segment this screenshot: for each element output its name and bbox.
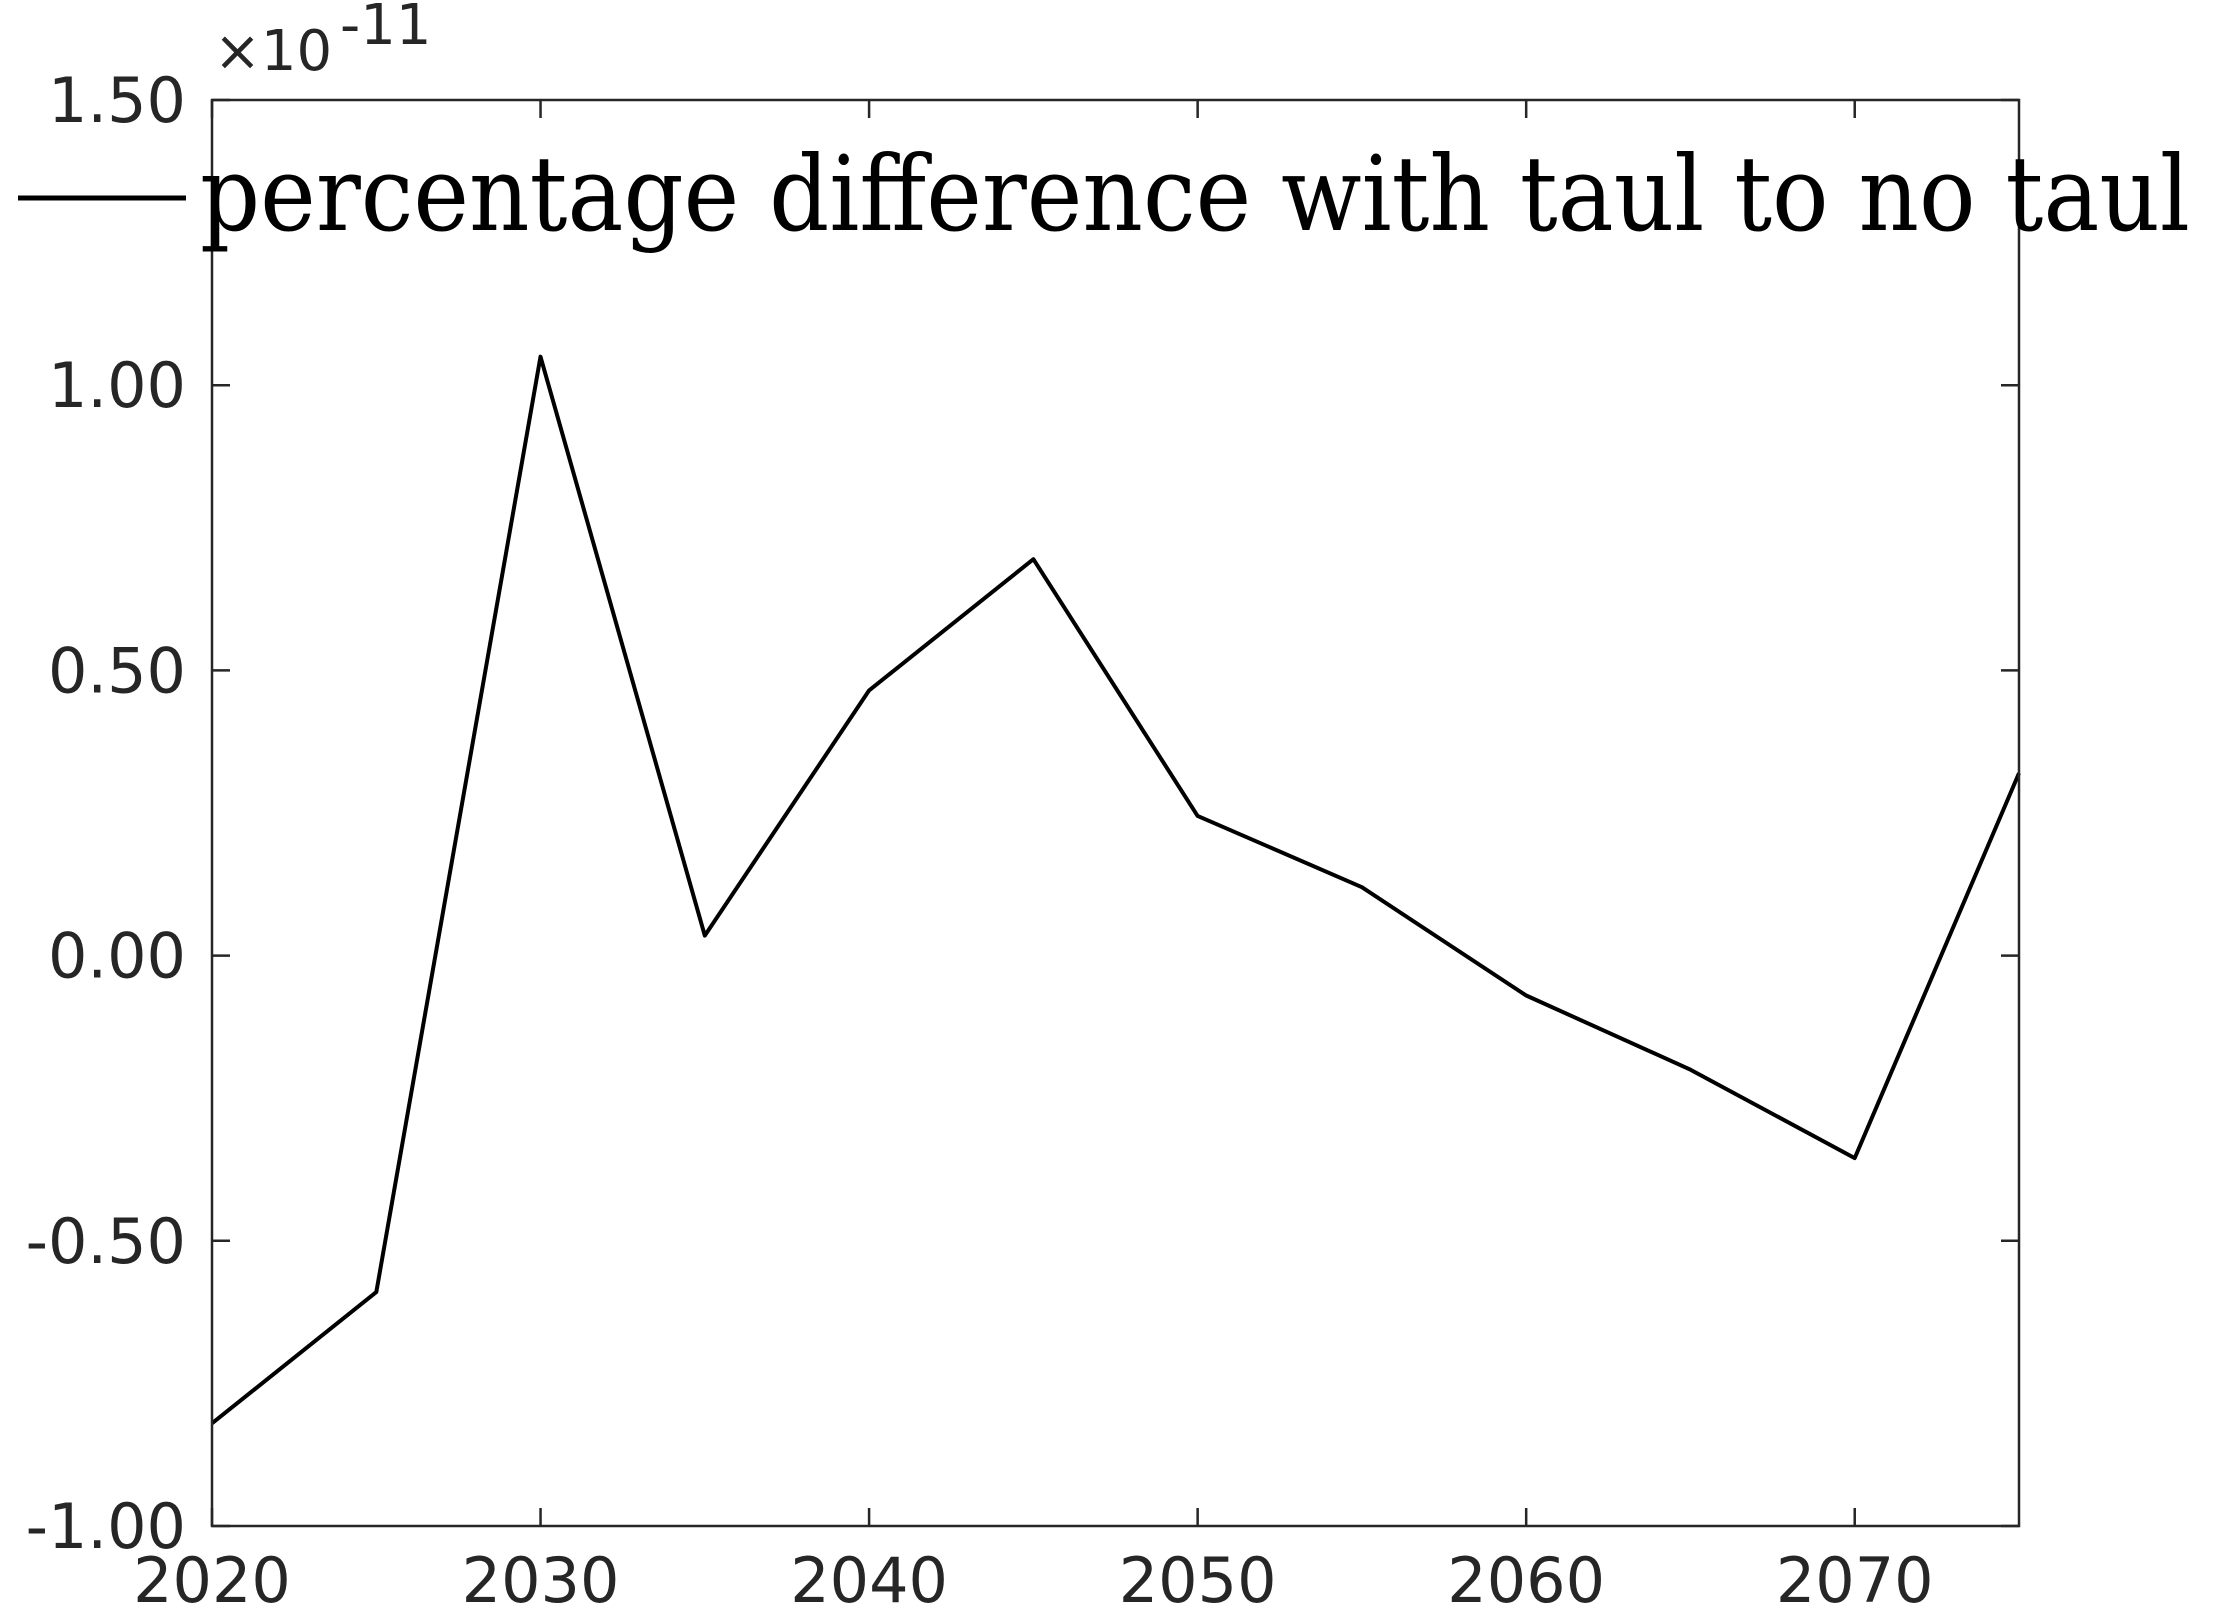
legend-label: percentage difference with taul to no ta… [200, 133, 2190, 255]
y-axis-tick-labels: -1.00 -0.50 0.00 0.50 1.00 1.50 [26, 64, 186, 1563]
legend: percentage difference with taul to no ta… [18, 133, 2190, 255]
x-tick-label: 2030 [462, 1544, 620, 1617]
x-tick-label: 2070 [1776, 1544, 1934, 1617]
plot-area-frame [210, 98, 2021, 1528]
y-tick-label: -0.50 [26, 1205, 186, 1278]
x-tick-label: 2020 [133, 1544, 291, 1617]
y-axis-multiplier: ×10 -11 [214, 0, 431, 84]
series-layer [210, 354, 2021, 1425]
y-tick-label: 0.50 [48, 634, 186, 707]
y-multiplier-exponent: -11 [340, 0, 431, 58]
x-tick-label: 2040 [790, 1544, 948, 1617]
x-tick-label: 2050 [1119, 1544, 1277, 1617]
x-tick-label: 2060 [1447, 1544, 1605, 1617]
x-axis-tick-labels: 2020 2030 2040 2050 2060 2070 [133, 1544, 1934, 1617]
y-axis-ticks [212, 98, 2019, 1528]
y-tick-label: 1.00 [48, 349, 186, 422]
y-tick-label: 1.50 [48, 64, 186, 137]
series-line [210, 354, 2021, 1425]
y-tick-label: 0.00 [48, 920, 186, 993]
y-multiplier-base: ×10 [214, 19, 332, 84]
y-tick-label: -1.00 [26, 1490, 186, 1563]
